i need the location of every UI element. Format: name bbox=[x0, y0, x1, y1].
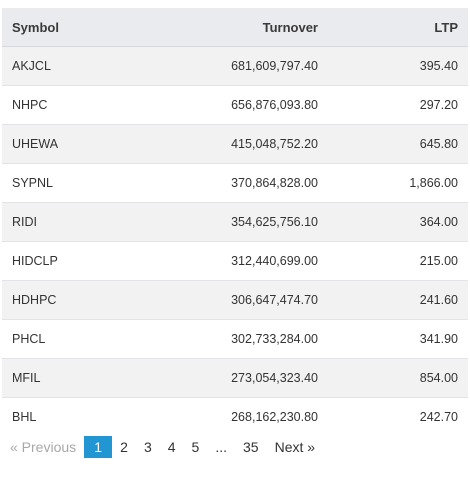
turnover-table: Symbol Turnover LTP AKJCL 681,609,797.40… bbox=[2, 8, 468, 436]
cell-symbol: MFIL bbox=[2, 358, 152, 398]
table-row: SYPNL 370,864,828.00 1,866.00 bbox=[2, 163, 468, 203]
cell-symbol: HDHPC bbox=[2, 280, 152, 320]
table-row: UHEWA 415,048,752.20 645.80 bbox=[2, 124, 468, 164]
cell-ltp: 297.20 bbox=[328, 85, 468, 125]
cell-symbol: AKJCL bbox=[2, 46, 152, 86]
cell-turnover: 273,054,323.40 bbox=[152, 358, 328, 398]
turnover-table-container: Symbol Turnover LTP AKJCL 681,609,797.40… bbox=[2, 8, 468, 436]
cell-symbol: RIDI bbox=[2, 202, 152, 242]
table-header-row: Symbol Turnover LTP bbox=[2, 8, 468, 47]
pagination: « Previous 1 2 3 4 5 ... 35 Next » bbox=[8, 436, 323, 458]
pagination-page-35[interactable]: 35 bbox=[243, 439, 259, 455]
cell-symbol: UHEWA bbox=[2, 124, 152, 164]
cell-turnover: 312,440,699.00 bbox=[152, 241, 328, 281]
pagination-previous[interactable]: « Previous bbox=[10, 439, 77, 455]
table-row: BHL 268,162,230.80 242.70 bbox=[2, 397, 468, 436]
cell-ltp: 854.00 bbox=[328, 358, 468, 398]
table-row: NHPC 656,876,093.80 297.20 bbox=[2, 85, 468, 125]
cell-turnover: 370,864,828.00 bbox=[152, 163, 328, 203]
pagination-page-1[interactable]: 1 bbox=[84, 436, 113, 458]
header-symbol[interactable]: Symbol bbox=[2, 8, 152, 47]
cell-ltp: 215.00 bbox=[328, 241, 468, 281]
pagination-ellipsis: ... bbox=[215, 439, 228, 455]
cell-symbol: NHPC bbox=[2, 85, 152, 125]
table-row: MFIL 273,054,323.40 854.00 bbox=[2, 358, 468, 398]
cell-turnover: 656,876,093.80 bbox=[152, 85, 328, 125]
cell-ltp: 241.60 bbox=[328, 280, 468, 320]
cell-ltp: 395.40 bbox=[328, 46, 468, 86]
header-ltp[interactable]: LTP bbox=[328, 8, 468, 47]
table-row: HIDCLP 312,440,699.00 215.00 bbox=[2, 241, 468, 281]
cell-ltp: 242.70 bbox=[328, 397, 468, 436]
cell-turnover: 354,625,756.10 bbox=[152, 202, 328, 242]
header-turnover[interactable]: Turnover bbox=[152, 8, 328, 47]
pagination-page-4[interactable]: 4 bbox=[167, 439, 176, 455]
pagination-page-3[interactable]: 3 bbox=[143, 439, 152, 455]
cell-turnover: 415,048,752.20 bbox=[152, 124, 328, 164]
pagination-next[interactable]: Next » bbox=[274, 439, 316, 455]
cell-ltp: 645.80 bbox=[328, 124, 468, 164]
pagination-page-5[interactable]: 5 bbox=[191, 439, 200, 455]
table-row: PHCL 302,733,284.00 341.90 bbox=[2, 319, 468, 359]
cell-symbol: SYPNL bbox=[2, 163, 152, 203]
cell-turnover: 681,609,797.40 bbox=[152, 46, 328, 86]
cell-ltp: 341.90 bbox=[328, 319, 468, 359]
pagination-page-2[interactable]: 2 bbox=[120, 439, 128, 455]
table-row: RIDI 354,625,756.10 364.00 bbox=[2, 202, 468, 242]
table-row: AKJCL 681,609,797.40 395.40 bbox=[2, 46, 468, 86]
cell-symbol: HIDCLP bbox=[2, 241, 152, 281]
cell-turnover: 306,647,474.70 bbox=[152, 280, 328, 320]
cell-symbol: PHCL bbox=[2, 319, 152, 359]
cell-turnover: 302,733,284.00 bbox=[152, 319, 328, 359]
cell-symbol: BHL bbox=[2, 397, 152, 436]
cell-ltp: 1,866.00 bbox=[328, 163, 468, 203]
cell-turnover: 268,162,230.80 bbox=[152, 397, 328, 436]
cell-ltp: 364.00 bbox=[328, 202, 468, 242]
table-row: HDHPC 306,647,474.70 241.60 bbox=[2, 280, 468, 320]
